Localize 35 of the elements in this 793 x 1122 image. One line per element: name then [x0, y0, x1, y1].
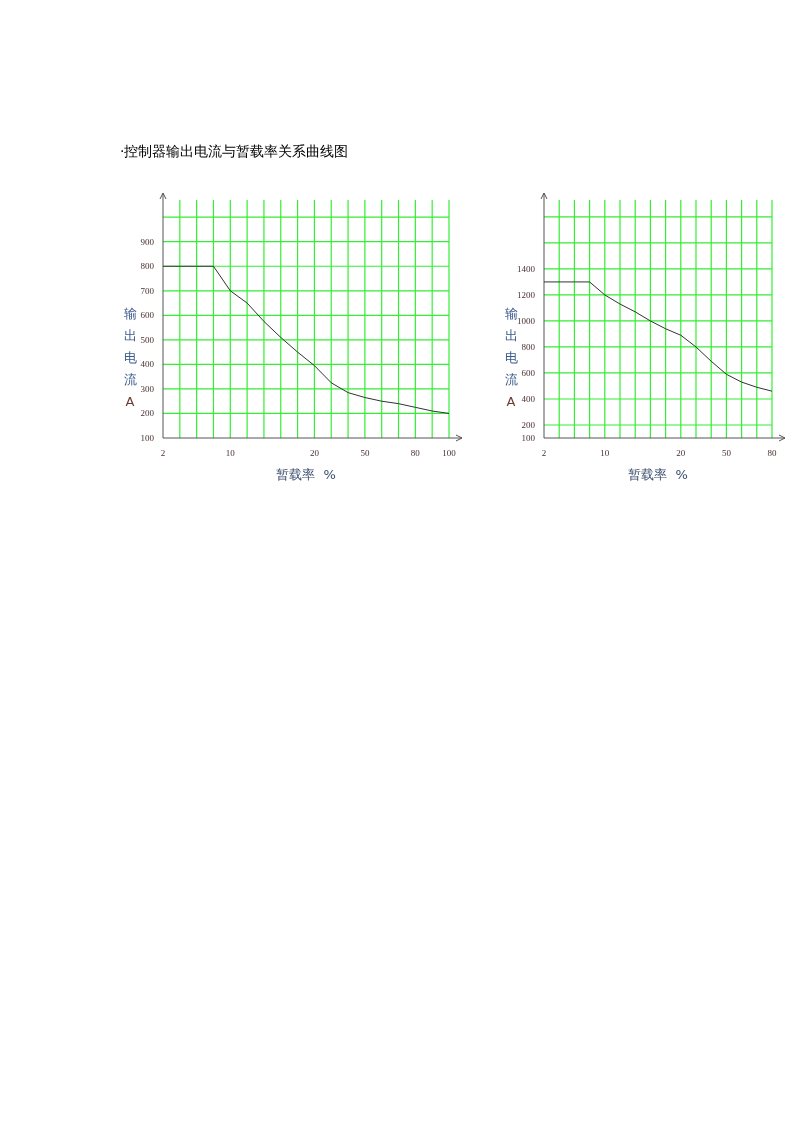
y-tick-label: 200: [521, 419, 536, 430]
x-tick-label: 100: [442, 448, 457, 458]
y-tick-label: 800: [521, 341, 536, 352]
y-tick-label: 800: [140, 261, 155, 272]
x-tick-label: 2: [541, 448, 547, 458]
y-tick-label: 100: [521, 433, 536, 443]
y-tick-label: 600: [521, 367, 536, 378]
x-tick-label: 50: [721, 448, 732, 458]
y-tick-label: 100: [140, 433, 155, 443]
x-tick-label: 20: [309, 448, 320, 458]
y-tick-label: 500: [140, 334, 155, 345]
chart-title: ·控制器输出电流与暂载率关系曲线图: [120, 143, 349, 159]
y-tick-label: 400: [140, 359, 155, 370]
line-series: [162, 265, 450, 414]
y-tick-label: 900: [140, 236, 155, 247]
y-axis-title: 输出电流A: [123, 306, 137, 409]
x-axis-title: 暂载率 %: [628, 467, 688, 482]
x-tick-label: 10: [225, 448, 236, 458]
y-tick-label: 200: [140, 408, 155, 419]
y-tick-label: 700: [140, 285, 155, 296]
y-tick-label: 1400: [517, 263, 536, 274]
x-tick-label: 20: [676, 448, 686, 458]
y-tick-label: 1000: [517, 315, 536, 326]
y-axis-title: 输出电流A: [504, 306, 518, 409]
x-axis-title: 暂载率 %: [276, 467, 336, 482]
x-tick-label: 50: [360, 448, 370, 458]
line-series: [543, 281, 773, 392]
x-tick-label: 80: [767, 448, 777, 458]
y-tick-label: 400: [521, 393, 536, 404]
x-tick-label: 80: [410, 448, 421, 458]
y-tick-label: 1200: [517, 289, 536, 300]
x-tick-label: 2: [160, 448, 166, 458]
y-tick-label: 600: [140, 310, 155, 321]
y-tick-label: 300: [140, 383, 155, 394]
x-tick-label: 10: [600, 448, 610, 458]
